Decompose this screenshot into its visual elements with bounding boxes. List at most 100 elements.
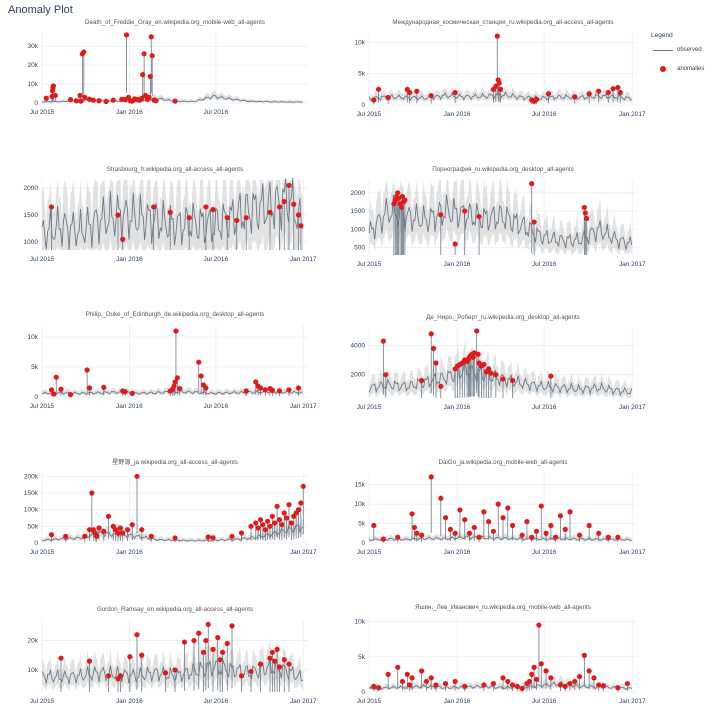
y-tick-label: 10k [28,667,39,674]
chart-title: Death_of_Freddie_Gray_en.wikipedia.org_m… [85,19,265,26]
anomaly-point [205,534,211,540]
x-tick-label: Jul 2016 [204,109,229,116]
anomaly-point [486,519,492,525]
anomaly-point [203,204,209,210]
anomaly-point [543,530,549,536]
confidence-band [42,514,303,543]
anomaly-point [486,366,492,372]
anomaly-point [67,96,74,103]
anomaly-point [210,207,216,213]
anomaly-point [253,379,259,385]
y-tick-label: 500 [354,245,365,252]
y-tick-label: 0 [361,689,365,696]
chart-title: Де_Ниро,_Роберт_ru.wikipedia.org_desktop… [426,314,580,321]
anomaly-point [260,522,266,528]
anomaly-point [615,534,621,540]
x-tick-label: Jul 2015 [30,549,55,556]
anomaly-point [86,658,93,664]
y-tick-label: 1500 [24,212,39,219]
anomaly-point [371,683,377,689]
anomaly-point [586,91,592,97]
anomaly-point [562,683,568,689]
anomaly-point [447,526,453,532]
chart-panel: Порнография_ru.wikipedia.org_desktop_all… [351,166,646,268]
anomaly-point [371,522,377,529]
anomaly-point [404,671,410,677]
anomaly-point [536,622,542,628]
y-tick-label: 20k [28,638,39,645]
anomaly-point [572,94,578,100]
anomaly-point [395,534,401,540]
anomaly-point [262,387,268,393]
anomaly-point [203,385,209,391]
x-tick-label: Jan 2016 [116,698,143,705]
anomaly-point [375,86,382,92]
anomaly-point [205,621,211,628]
anomaly-point [257,517,264,523]
anomaly-point [67,392,74,398]
x-tick-label: Jul 2016 [204,403,229,410]
anomaly-point [385,94,391,101]
anomaly-point [224,215,230,221]
anomaly-point [48,204,55,210]
anomaly-point [476,213,482,220]
anomaly-point [101,384,107,390]
anomaly-point [248,668,254,675]
anomaly-point [567,680,573,687]
anomaly-point [238,530,245,536]
anomaly-point [498,86,504,92]
anomaly-point [490,680,497,687]
x-tick-label: Jul 2015 [357,111,382,118]
anomaly-point [505,505,511,511]
x-tick-label: Jan 2017 [290,549,317,556]
anomaly-point [196,630,202,636]
x-tick-label: Jul 2015 [357,698,382,705]
anomaly-point [269,513,275,519]
anomaly-point [442,680,449,687]
legend-item-observed[interactable]: observed [651,45,717,55]
anomaly-point [466,530,473,536]
anomaly-point [576,673,583,680]
anomaly-point [481,509,487,515]
y-tick-label: 150k [24,490,39,497]
anomaly-point [89,490,95,496]
anomaly-point [86,527,93,533]
anomaly-point [269,387,275,393]
chart-panel: 星野源_ja.wikipedia.org_all-access_all-agen… [24,458,317,556]
anomaly-point [500,515,506,521]
anomaly-point [509,682,516,688]
x-tick-label: Jan 2016 [444,698,471,705]
anomaly-point [471,524,477,531]
legend-item-anomalies[interactable]: anomalies [651,64,717,74]
y-tick-label: 0 [361,102,365,109]
observed-line [41,657,303,685]
x-tick-label: Jan 2017 [290,403,317,410]
anomaly-point [509,522,516,529]
anomaly-point [96,525,102,531]
anomaly-point [103,98,109,105]
x-tick-label: Jul 2015 [30,109,55,116]
anomaly-point [286,661,292,667]
anomaly-point [407,682,413,688]
anomaly-point [395,190,401,196]
anomaly-point [519,685,525,692]
anomaly-point [581,652,587,658]
anomaly-point [548,373,554,379]
observed-line [368,680,632,691]
anomaly-point [291,201,297,207]
anomaly-point [215,635,221,641]
anomaly-point [96,98,102,104]
anomaly-point [524,519,530,525]
chart-title: Международная_космическая_станция_ru.wik… [392,19,613,26]
anomaly-point [428,474,434,480]
x-tick-label: Jan 2016 [444,261,471,268]
chart-panel: Strasbourg_fr.wikipedia.org_all-access_a… [24,166,317,263]
anomaly-point [110,97,116,103]
anomaly-point [380,338,386,344]
anomaly-point [428,93,434,99]
anomaly-point [402,197,408,203]
anomaly-point [557,682,564,688]
anomaly-point [423,678,430,685]
anomaly-point [82,533,88,539]
